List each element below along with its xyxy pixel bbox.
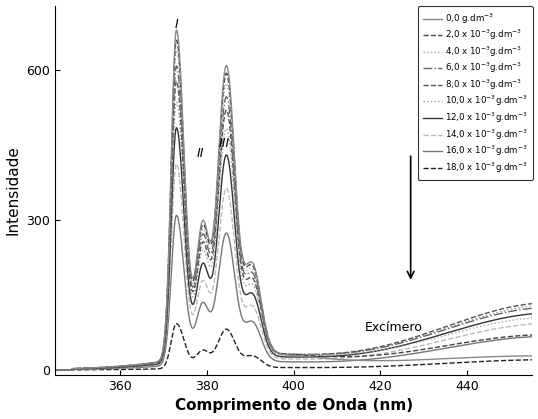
Y-axis label: Intensidade: Intensidade [5, 145, 20, 235]
Legend: 0,0 g.dm$^{-3}$, 2,0 x 10$^{-3}$g.dm$^{-3}$, 4,0 x 10$^{-3}$g.dm$^{-3}$, 6,0 x 1: 0,0 g.dm$^{-3}$, 2,0 x 10$^{-3}$g.dm$^{-… [417, 6, 533, 180]
Text: I: I [174, 18, 178, 31]
Text: II: II [196, 147, 204, 160]
X-axis label: Comprimento de Onda (nm): Comprimento de Onda (nm) [175, 398, 413, 414]
Text: III: III [218, 137, 230, 150]
Text: Excímero: Excímero [365, 321, 422, 334]
